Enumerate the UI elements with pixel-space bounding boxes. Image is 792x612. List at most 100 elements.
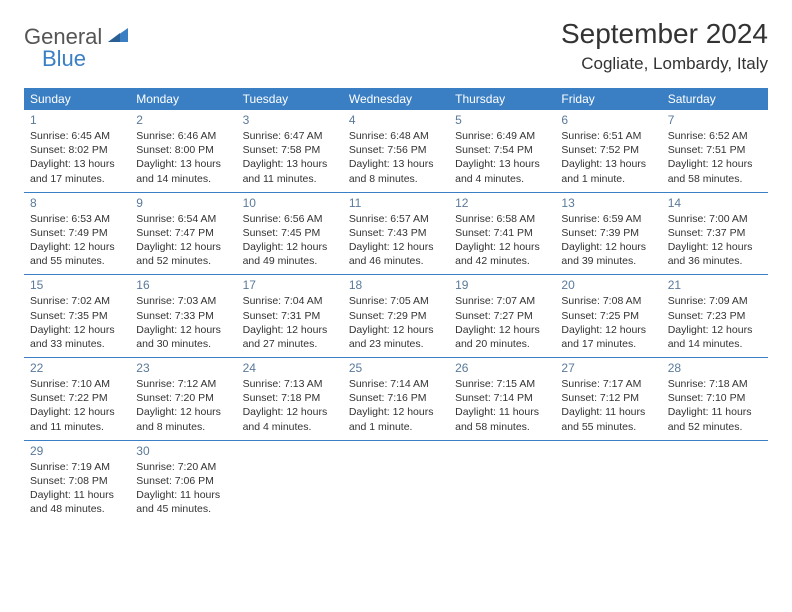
day-info: Sunrise: 7:15 AMSunset: 7:14 PMDaylight:… <box>455 377 549 434</box>
daylight-line: and 17 minutes. <box>561 337 655 351</box>
calendar-day-cell: 5Sunrise: 6:49 AMSunset: 7:54 PMDaylight… <box>449 110 555 192</box>
daylight-line: and 1 minute. <box>349 420 443 434</box>
sunset-line: Sunset: 7:20 PM <box>136 391 230 405</box>
calendar-day-cell <box>343 440 449 522</box>
weekday-header: Wednesday <box>343 88 449 110</box>
daylight-line: Daylight: 13 hours <box>136 157 230 171</box>
calendar-day-cell: 24 Sunrise: 7:13 AMSunset: 7:18 PMDayligh… <box>237 358 343 441</box>
sunset-line: Sunset: 7:31 PM <box>243 309 337 323</box>
sunrise-line: Sunrise: 7:03 AM <box>136 294 230 308</box>
calendar-day-cell: 1Sunrise: 6:45 AMSunset: 8:02 PMDaylight… <box>24 110 130 192</box>
sunrise-line: Sunrise: 7:13 AM <box>243 377 337 391</box>
sunrise-line: Sunrise: 6:48 AM <box>349 129 443 143</box>
daylight-line: and 48 minutes. <box>30 502 124 516</box>
daylight-line: and 52 minutes. <box>668 420 762 434</box>
calendar-day-cell: 27Sunrise: 7:17 AMSunset: 7:12 PMDayligh… <box>555 358 661 441</box>
daylight-line: Daylight: 12 hours <box>136 323 230 337</box>
daylight-line: Daylight: 11 hours <box>668 405 762 419</box>
daylight-line: and 14 minutes. <box>668 337 762 351</box>
day-number: 10 <box>243 196 337 210</box>
daylight-line: and 11 minutes. <box>30 420 124 434</box>
calendar-day-cell: 22 Sunrise: 7:10 AMSunset: 7:22 PMDayligh… <box>24 358 130 441</box>
day-info: Sunrise: 6:56 AMSunset: 7:45 PMDaylight:… <box>243 212 337 269</box>
day-info: Sunrise: 6:54 AMSunset: 7:47 PMDaylight:… <box>136 212 230 269</box>
calendar-day-cell <box>449 440 555 522</box>
sunrise-line: Sunrise: 7:04 AM <box>243 294 337 308</box>
sunrise-line: Sunrise: 6:47 AM <box>243 129 337 143</box>
sunset-line: Sunset: 8:00 PM <box>136 143 230 157</box>
day-info: Sunrise: 6:46 AMSunset: 8:00 PMDaylight:… <box>136 129 230 186</box>
day-number: 20 <box>561 278 655 292</box>
daylight-line: and 58 minutes. <box>668 172 762 186</box>
day-info: Sunrise: 7:14 AMSunset: 7:16 PMDaylight:… <box>349 377 443 434</box>
daylight-line: Daylight: 13 hours <box>561 157 655 171</box>
calendar-day-cell: 28Sunrise: 7:18 AMSunset: 7:10 PMDayligh… <box>662 358 768 441</box>
weekday-header: Saturday <box>662 88 768 110</box>
day-info: Sunrise: 7:03 AMSunset: 7:33 PMDaylight:… <box>136 294 230 351</box>
calendar-day-cell: 13Sunrise: 6:59 AMSunset: 7:39 PMDayligh… <box>555 192 661 275</box>
day-number: 19 <box>455 278 549 292</box>
sunrise-line: Sunrise: 7:10 AM <box>30 377 124 391</box>
daylight-line: Daylight: 11 hours <box>136 488 230 502</box>
daylight-line: and 46 minutes. <box>349 254 443 268</box>
day-info: Sunrise: 7:09 AMSunset: 7:23 PMDaylight:… <box>668 294 762 351</box>
sunrise-line: Sunrise: 6:52 AM <box>668 129 762 143</box>
calendar-day-cell: 19 Sunrise: 7:07 AMSunset: 7:27 PMDayligh… <box>449 275 555 358</box>
daylight-line: Daylight: 12 hours <box>455 323 549 337</box>
day-number: 26 <box>455 361 549 375</box>
day-number: 24 <box>243 361 337 375</box>
sunrise-line: Sunrise: 6:57 AM <box>349 212 443 226</box>
sunrise-line: Sunrise: 7:18 AM <box>668 377 762 391</box>
calendar-day-cell: 29Sunrise: 7:19 AMSunset: 7:08 PMDayligh… <box>24 440 130 522</box>
day-number: 27 <box>561 361 655 375</box>
daylight-line: Daylight: 12 hours <box>455 240 549 254</box>
daylight-line: Daylight: 12 hours <box>561 240 655 254</box>
sunrise-line: Sunrise: 6:58 AM <box>455 212 549 226</box>
daylight-line: and 27 minutes. <box>243 337 337 351</box>
calendar-day-cell: 11Sunrise: 6:57 AMSunset: 7:43 PMDayligh… <box>343 192 449 275</box>
title-block: September 2024 Cogliate, Lombardy, Italy <box>561 18 768 74</box>
sunset-line: Sunset: 8:02 PM <box>30 143 124 157</box>
brand-logo: General Blue <box>24 24 130 72</box>
sunrise-line: Sunrise: 7:07 AM <box>455 294 549 308</box>
day-info: Sunrise: 7:07 AMSunset: 7:27 PMDaylight:… <box>455 294 549 351</box>
daylight-line: and 8 minutes. <box>349 172 443 186</box>
calendar-day-cell: 10 Sunrise: 6:56 AMSunset: 7:45 PMDayligh… <box>237 192 343 275</box>
daylight-line: and 11 minutes. <box>243 172 337 186</box>
sunset-line: Sunset: 7:58 PM <box>243 143 337 157</box>
day-info: Sunrise: 7:12 AMSunset: 7:20 PMDaylight:… <box>136 377 230 434</box>
day-info: Sunrise: 7:08 AMSunset: 7:25 PMDaylight:… <box>561 294 655 351</box>
day-info: Sunrise: 7:04 AMSunset: 7:31 PMDaylight:… <box>243 294 337 351</box>
calendar-day-cell: 20 Sunrise: 7:08 AMSunset: 7:25 PMDayligh… <box>555 275 661 358</box>
daylight-line: and 45 minutes. <box>136 502 230 516</box>
sunrise-line: Sunrise: 7:15 AM <box>455 377 549 391</box>
sunset-line: Sunset: 7:35 PM <box>30 309 124 323</box>
sunset-line: Sunset: 7:27 PM <box>455 309 549 323</box>
sunset-line: Sunset: 7:16 PM <box>349 391 443 405</box>
sunrise-line: Sunrise: 6:51 AM <box>561 129 655 143</box>
daylight-line: and 4 minutes. <box>243 420 337 434</box>
daylight-line: and 17 minutes. <box>30 172 124 186</box>
day-number: 18 <box>349 278 443 292</box>
daylight-line: Daylight: 12 hours <box>30 240 124 254</box>
sunrise-line: Sunrise: 7:02 AM <box>30 294 124 308</box>
day-info: Sunrise: 7:13 AMSunset: 7:18 PMDaylight:… <box>243 377 337 434</box>
day-info: Sunrise: 6:57 AMSunset: 7:43 PMDaylight:… <box>349 212 443 269</box>
daylight-line: Daylight: 12 hours <box>243 240 337 254</box>
sunrise-line: Sunrise: 6:45 AM <box>30 129 124 143</box>
sunset-line: Sunset: 7:56 PM <box>349 143 443 157</box>
calendar-day-cell: 6Sunrise: 6:51 AMSunset: 7:52 PMDaylight… <box>555 110 661 192</box>
sunset-line: Sunset: 7:29 PM <box>349 309 443 323</box>
day-info: Sunrise: 7:10 AMSunset: 7:22 PMDaylight:… <box>30 377 124 434</box>
day-info: Sunrise: 7:00 AMSunset: 7:37 PMDaylight:… <box>668 212 762 269</box>
sunrise-line: Sunrise: 7:19 AM <box>30 460 124 474</box>
day-info: Sunrise: 7:02 AMSunset: 7:35 PMDaylight:… <box>30 294 124 351</box>
sunset-line: Sunset: 7:43 PM <box>349 226 443 240</box>
calendar-day-cell <box>237 440 343 522</box>
daylight-line: Daylight: 11 hours <box>30 488 124 502</box>
sunset-line: Sunset: 7:54 PM <box>455 143 549 157</box>
weekday-header: Friday <box>555 88 661 110</box>
day-number: 22 <box>30 361 124 375</box>
sunset-line: Sunset: 7:52 PM <box>561 143 655 157</box>
daylight-line: and 1 minute. <box>561 172 655 186</box>
